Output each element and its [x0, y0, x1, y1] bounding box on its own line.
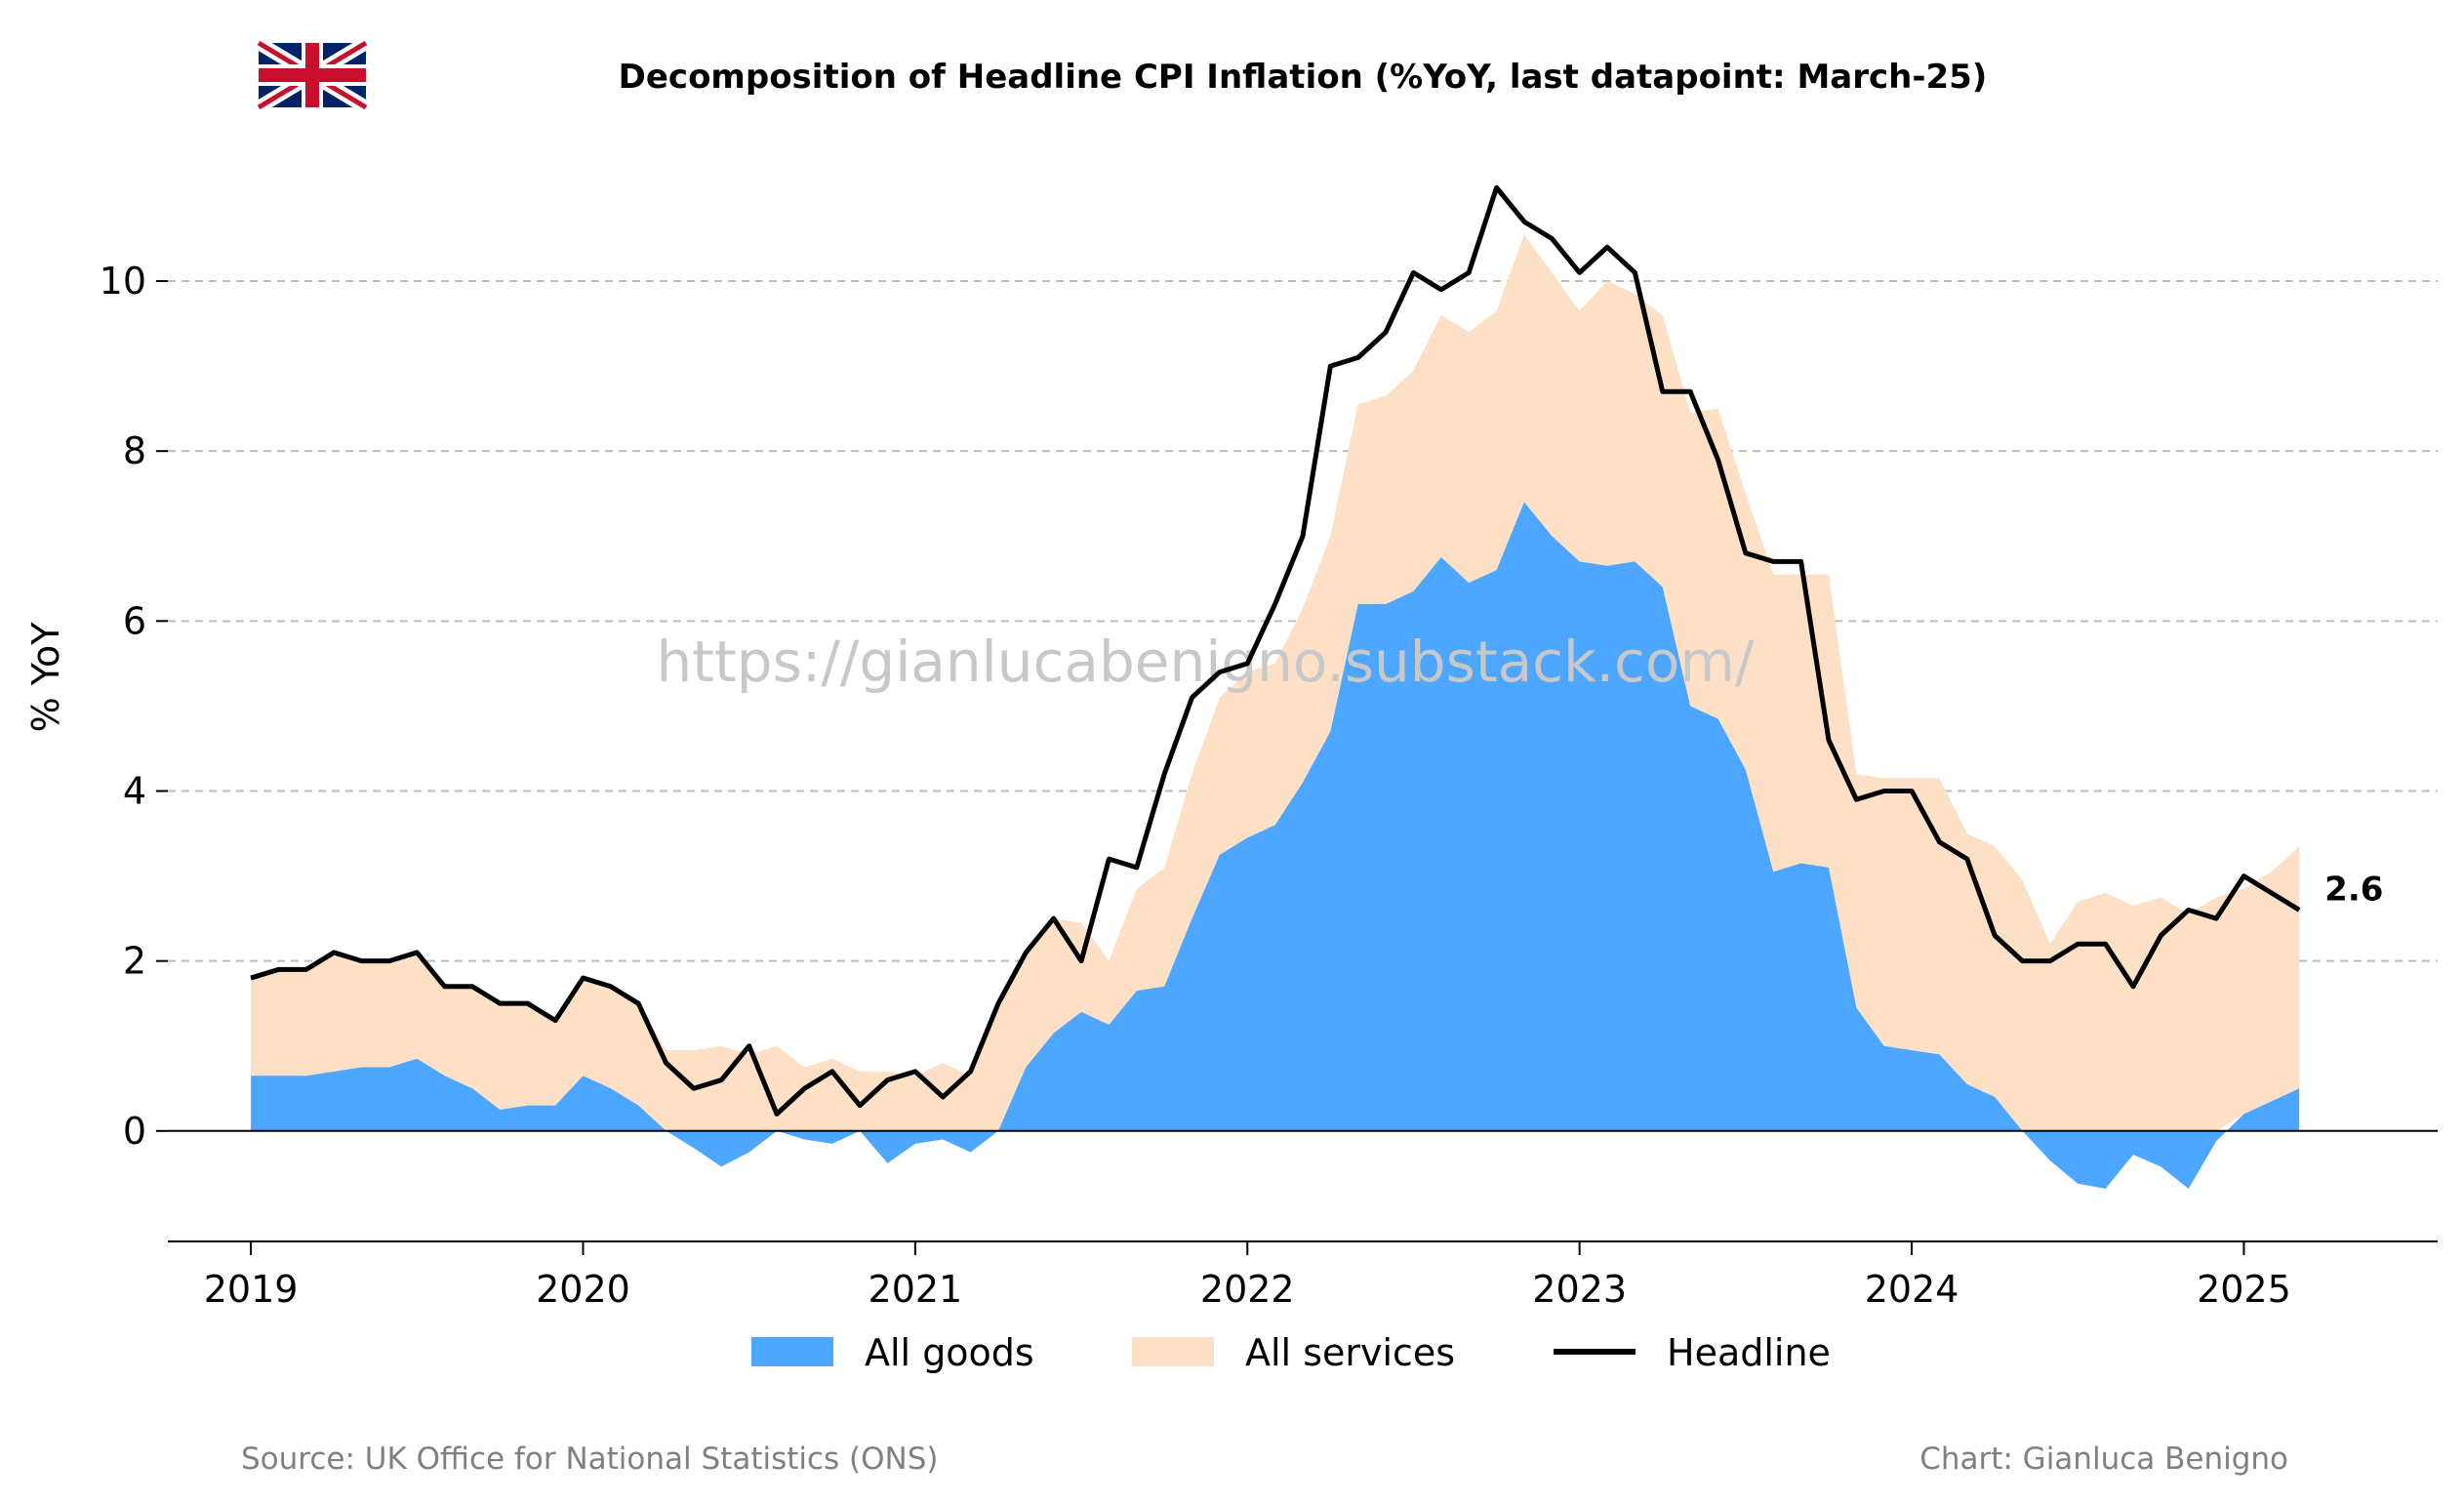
- y-axis-label: % YoY: [24, 622, 67, 733]
- line-headline: [250, 184, 2301, 1117]
- footer-source: Source: UK Office for National Statistic…: [241, 1442, 939, 1477]
- uk-flag-icon: [255, 36, 370, 114]
- legend-label-services: All services: [1245, 1331, 1455, 1374]
- y-tick-label-6: 6: [123, 599, 146, 642]
- chart-title: Decomposition of Headline CPI Inflation …: [619, 58, 1988, 97]
- y-axis-ticks: 0 2 4 6 8 10: [100, 260, 168, 1153]
- legend-swatch-services: [1132, 1337, 1214, 1366]
- area-all-goods: [251, 502, 2300, 1190]
- stacked-areas: [251, 234, 2300, 1190]
- y-tick-label-2: 2: [123, 940, 146, 983]
- x-tick-label-2022: 2022: [1200, 1268, 1295, 1311]
- x-tick-label-2024: 2024: [1865, 1268, 1959, 1311]
- headline-series: [250, 184, 2301, 1117]
- y-tick-label-10: 10: [100, 260, 146, 303]
- legend-label-headline: Headline: [1667, 1331, 1831, 1374]
- x-tick-label-2019: 2019: [204, 1268, 299, 1311]
- y-tick-label-8: 8: [123, 429, 146, 472]
- x-tick-label-2020: 2020: [536, 1268, 630, 1311]
- area-all-services: [251, 234, 2300, 1131]
- x-tick-label-2025: 2025: [2197, 1268, 2291, 1311]
- legend-label-goods: All goods: [865, 1331, 1034, 1374]
- last-value-label: 2.6: [2324, 870, 2383, 909]
- x-axis: 2019 2020 2021 2022 2023 2024 2025: [168, 1240, 2438, 1311]
- footer-credit: Chart: Gianluca Benigno: [1919, 1442, 2288, 1477]
- y-tick-label-4: 4: [123, 769, 146, 812]
- x-tick-label-2023: 2023: [1532, 1268, 1627, 1311]
- y-tick-label-0: 0: [123, 1110, 146, 1153]
- x-tick-label-2021: 2021: [868, 1268, 963, 1311]
- legend: All goods All services Headline: [751, 1331, 1831, 1374]
- legend-swatch-goods: [751, 1337, 833, 1366]
